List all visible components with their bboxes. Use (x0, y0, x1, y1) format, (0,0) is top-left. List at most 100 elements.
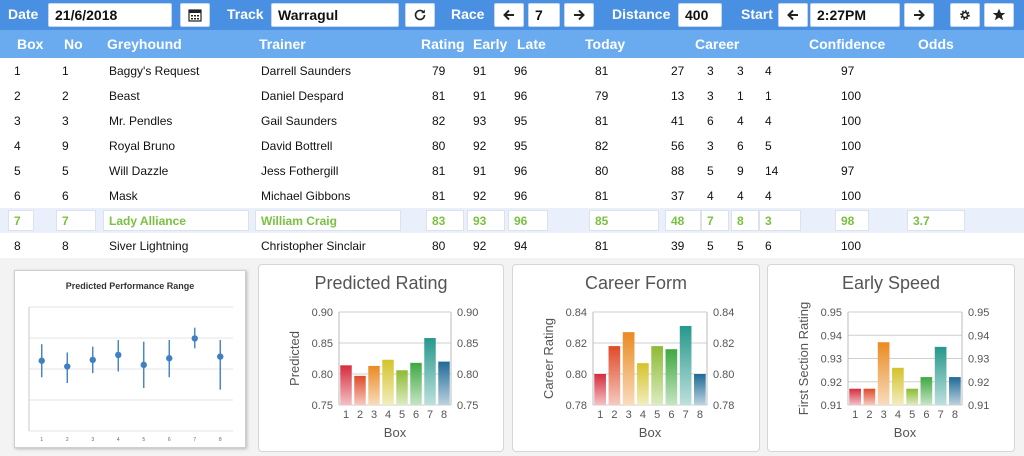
race-prev-button[interactable] (494, 3, 524, 27)
cell-box: 1 (14, 64, 21, 78)
bar (863, 388, 876, 405)
y-tick-label: 0.80 (566, 369, 587, 381)
cell-career-thirds: 5 (765, 139, 772, 153)
cell-trainer: Michael Gibbons (261, 189, 351, 203)
cell-career-starts: 88 (671, 164, 685, 178)
x-tick-label: 2 (357, 409, 363, 421)
bar (651, 346, 663, 405)
x-tick-label: 3 (626, 409, 632, 421)
cell-trainer: Jess Fothergill (261, 164, 339, 178)
cell-career-seconds: 8 (731, 210, 759, 231)
thumbnail-title: Predicted Performance Range (65, 281, 195, 291)
cell-late: 96 (514, 164, 528, 178)
cell-career-wins: 4 (707, 189, 714, 203)
calendar-button[interactable] (180, 3, 210, 27)
col-confidence[interactable]: Confidence (809, 36, 886, 52)
bar (382, 359, 394, 405)
thumb-point (64, 363, 71, 370)
bar (679, 325, 692, 405)
x-tick-label: 5 (399, 409, 405, 421)
y-tick-label: 0.82 (566, 338, 587, 350)
y-tick-label: 0.78 (566, 400, 587, 412)
x-tick-label: 1 (343, 409, 349, 421)
start-next-button[interactable] (904, 3, 934, 27)
bar (354, 375, 366, 405)
col-late[interactable]: Late (517, 36, 546, 52)
col-odds[interactable]: Odds (918, 36, 954, 52)
col-box[interactable]: Box (17, 36, 44, 52)
start-time-field[interactable]: 2:27PM (810, 3, 900, 27)
cell-career-starts: 48 (665, 210, 701, 231)
y-tick-label: 0.93 (821, 354, 842, 366)
cell-rating: 81 (432, 89, 446, 103)
thumb-point (89, 356, 96, 364)
thumbnail-plot: 1 2 3 4 5 6 7 8 (28, 306, 233, 443)
refresh-button[interactable] (405, 3, 435, 27)
table-row[interactable]: 1 1 Baggy's Request Darrell Saunders 79 … (0, 58, 1024, 83)
distance-field[interactable]: 400 (678, 3, 722, 27)
thumb-tick-label: 4 (117, 437, 120, 443)
bar (368, 365, 380, 405)
x-axis-label: Box (639, 425, 662, 440)
cell-confidence: 100 (841, 114, 862, 128)
table-row[interactable]: 4 9 Royal Bruno David Bottrell 80 92 95 … (0, 133, 1024, 158)
cell-career-wins: 3 (707, 89, 714, 103)
start-prev-button[interactable] (778, 3, 808, 27)
table-row[interactable]: 2 2 Beast Daniel Despard 81 91 96 79 13 … (0, 83, 1024, 108)
performance-range-thumbnail[interactable]: Predicted Performance Range 1 2 3 4 5 6 7 8 (14, 270, 246, 448)
table-row[interactable]: 8 8 Siver Lightning Christopher Sinclair… (0, 233, 1024, 258)
x-tick-label: 2 (611, 409, 617, 421)
cell-rating: 79 (432, 64, 446, 78)
cell-career-seconds: 9 (737, 164, 744, 178)
cell-trainer: Gail Saunders (261, 114, 338, 128)
thumb-point (115, 351, 122, 359)
cell-today: 81 (595, 189, 609, 203)
cell-today: 81 (595, 114, 609, 128)
table-row[interactable]: 6 6 Mask Michael Gibbons 81 92 96 81 37 … (0, 183, 1024, 208)
col-early[interactable]: Early (473, 36, 508, 52)
col-career[interactable]: Career (695, 36, 740, 52)
refresh-icon (414, 9, 426, 21)
cell-greyhound: Lady Alliance (103, 210, 249, 231)
predicted-rating-panel: Predicted Rating 0.75 0.75 0.80 0.80 0.85 0.8… (258, 264, 504, 452)
date-label: Date (8, 6, 39, 22)
cell-no: 6 (62, 189, 69, 203)
col-greyhound[interactable]: Greyhound (107, 36, 182, 52)
table-row-selected[interactable]: 7 7 Lady Alliance William Craig 83 93 96… (0, 208, 1024, 233)
cell-confidence: 100 (841, 239, 862, 253)
cell-trainer: David Bottrell (261, 139, 333, 153)
bar (849, 388, 861, 405)
track-field[interactable]: Warragul (271, 3, 399, 27)
track-label: Track (227, 6, 264, 22)
gear-icon (960, 10, 970, 20)
cell-career-thirds: 1 (765, 89, 772, 103)
cell-rating: 81 (432, 164, 446, 178)
col-no[interactable]: No (64, 36, 83, 52)
cell-career-seconds: 3 (737, 64, 744, 78)
bar (410, 362, 422, 405)
early-speed-chart: 0.91 0.91 0.92 0.92 0.93 0.93 0.94 0.94 0.95 0.95… (796, 302, 989, 440)
race-field[interactable]: 7 (528, 3, 560, 27)
cell-box: 5 (14, 164, 21, 178)
y-tick-label: 0.92 (821, 377, 842, 389)
chart-title: Predicted Rating (314, 273, 448, 293)
col-rating[interactable]: Rating (421, 36, 465, 52)
col-today[interactable]: Today (585, 36, 626, 52)
cell-rating: 81 (432, 189, 446, 203)
bar (694, 374, 706, 405)
settings-button[interactable] (950, 3, 980, 27)
cell-today: 85 (589, 210, 659, 231)
cell-early: 91 (473, 164, 487, 178)
favorite-button[interactable] (984, 3, 1014, 27)
col-trainer[interactable]: Trainer (259, 36, 306, 52)
career-form-chart: 0.78 0.78 0.80 0.80 0.82 0.82 0.84 0.84 1 2 3 4 5 6 7 8… (541, 307, 734, 440)
cell-late: 96 (508, 210, 548, 231)
table-row[interactable]: 3 3 Mr. Pendles Gail Saunders 82 93 95 8… (0, 108, 1024, 133)
race-next-button[interactable] (564, 3, 594, 27)
table-row[interactable]: 5 5 Will Dazzle Jess Fothergill 81 91 96… (0, 158, 1024, 183)
cell-early: 92 (473, 139, 487, 153)
thumb-tick-label: 2 (66, 437, 69, 443)
bar (438, 361, 450, 405)
x-tick-label: 6 (668, 409, 674, 421)
date-field[interactable]: 21/6/2018 (48, 3, 172, 27)
